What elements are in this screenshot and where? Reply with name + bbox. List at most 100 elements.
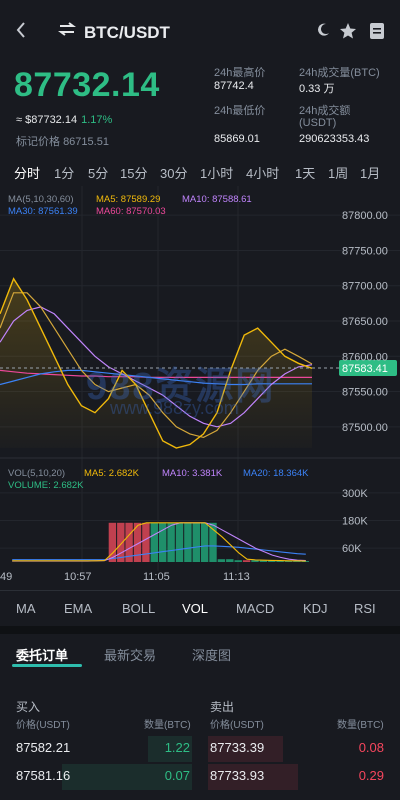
price-axis-label: 87700.00 bbox=[342, 281, 388, 293]
ma10-legend: MA10: 87588.61 bbox=[182, 194, 252, 205]
volume-axis-label: 300K bbox=[342, 488, 368, 500]
trading-pair-title[interactable]: BTC/USDT bbox=[84, 23, 170, 42]
ma60-legend: MA60: 87570.03 bbox=[96, 206, 166, 217]
moon-icon[interactable] bbox=[312, 22, 334, 44]
price-axis-label: 87800.00 bbox=[342, 210, 388, 222]
timeframe-4[interactable]: 30分 bbox=[160, 166, 188, 181]
timeframe-8[interactable]: 1周 bbox=[328, 166, 349, 181]
approx-usd: ≈ $87732.14 bbox=[16, 114, 78, 126]
price-line bbox=[0, 277, 313, 449]
buy-qty-header: 数量(BTC) bbox=[144, 720, 191, 731]
time-axis-label: 49 bbox=[0, 571, 12, 583]
volume-bar bbox=[125, 522, 133, 562]
volume-bar bbox=[268, 560, 276, 562]
volume-bar bbox=[117, 522, 125, 562]
volume-24h-value: 0.33 万 bbox=[299, 83, 335, 95]
timeframe-9[interactable]: 1月 bbox=[360, 166, 381, 181]
buy-price-header: 价格(USDT) bbox=[16, 720, 70, 731]
volume-bar bbox=[251, 560, 259, 562]
bid-price[interactable]: 87581.16 bbox=[16, 768, 71, 783]
buy-title: 买入 bbox=[16, 700, 41, 714]
timeframe-7[interactable]: 1天 bbox=[295, 166, 316, 181]
ma10-line bbox=[0, 306, 313, 428]
bid-qty[interactable]: 1.22 bbox=[164, 740, 190, 755]
kline-chart[interactable]: 87583.41 87800.00 87750.00 87700.00 87650.0… bbox=[0, 186, 400, 586]
ask-depth-bar bbox=[208, 764, 298, 790]
volume-bar bbox=[159, 522, 167, 562]
volume-bar bbox=[133, 522, 142, 562]
volume-bar bbox=[150, 522, 158, 562]
ask-price[interactable]: 87733.93 bbox=[210, 768, 265, 783]
volume-axis-label: 180K bbox=[342, 516, 368, 528]
vol-ma5-line bbox=[12, 522, 306, 562]
ma-legend-title: MA(5,10,30,60) bbox=[8, 194, 74, 205]
ma30-legend: MA30: 87561.39 bbox=[8, 206, 78, 217]
timeframe-2[interactable]: 5分 bbox=[88, 166, 109, 181]
mark-price: 标记价格 86715.51 bbox=[16, 133, 109, 149]
ma60-line bbox=[0, 369, 312, 378]
mark-price-value: 86715.51 bbox=[63, 136, 109, 148]
back-chevron-icon[interactable] bbox=[14, 20, 34, 44]
ma5-legend: MA5: 87589.29 bbox=[96, 194, 161, 205]
time-axis-label: 11:05 bbox=[143, 571, 170, 583]
bid-qty[interactable]: 0.07 bbox=[164, 768, 190, 783]
time-axis-label: 10:57 bbox=[64, 571, 92, 583]
low-24h-label: 24h最低价 bbox=[214, 105, 266, 117]
star-icon[interactable] bbox=[337, 22, 359, 44]
ask-qty[interactable]: 0.08 bbox=[358, 740, 384, 755]
volume-bar bbox=[175, 522, 184, 562]
ask-qty[interactable]: 0.29 bbox=[358, 768, 384, 783]
tab-2[interactable]: 深度图 bbox=[192, 648, 232, 663]
volume-bar bbox=[242, 560, 251, 562]
last-price: 87732.14 bbox=[14, 66, 160, 104]
mark-price-label: 标记价格 bbox=[16, 136, 60, 148]
price-axis-label: 87650.00 bbox=[342, 316, 388, 328]
sell-qty-header: 数量(BTC) bbox=[337, 720, 384, 731]
volume-bar bbox=[234, 560, 242, 562]
top-header: BTC/USDT bbox=[0, 0, 400, 62]
sell-price-header: 价格(USDT) bbox=[210, 720, 264, 731]
high-24h-value: 87742.4 bbox=[214, 80, 254, 92]
volume-bar bbox=[293, 561, 301, 562]
indicator-vol[interactable]: VOL bbox=[182, 601, 209, 616]
section-divider bbox=[0, 626, 400, 634]
timeframe-3[interactable]: 15分 bbox=[120, 166, 148, 181]
volume-bar bbox=[226, 559, 234, 562]
indicator-ma[interactable]: MA bbox=[16, 601, 36, 616]
indicator-kdj[interactable]: KDJ bbox=[303, 601, 328, 616]
price-axis-label: 87600.00 bbox=[342, 351, 388, 363]
price-change-percent: 1.17% bbox=[81, 114, 113, 126]
timeframe-0[interactable]: 分时 bbox=[14, 166, 41, 181]
indicator-macd[interactable]: MACD bbox=[236, 601, 275, 616]
timeframe-5[interactable]: 1小时 bbox=[200, 166, 234, 181]
price-axis-label: 87550.00 bbox=[342, 387, 388, 399]
tab-1[interactable]: 最新交易 bbox=[104, 648, 157, 663]
ask-price[interactable]: 87733.39 bbox=[210, 740, 265, 755]
price-area bbox=[0, 278, 312, 448]
volume-bar bbox=[284, 560, 293, 562]
timeframe-1[interactable]: 1分 bbox=[54, 166, 75, 181]
indicator-rsi[interactable]: RSI bbox=[354, 601, 376, 616]
bid-price[interactable]: 87582.21 bbox=[16, 740, 71, 755]
volume-axis-label: 60K bbox=[342, 543, 362, 555]
tab-0[interactable]: 委托订单 bbox=[16, 648, 69, 663]
approx-price: ≈ $87732.14 1.17% bbox=[16, 114, 112, 126]
volume-bar bbox=[276, 560, 284, 562]
vol-ma5-legend: MA5: 2.682K bbox=[84, 468, 139, 479]
amount-24h-label: 24h成交额 bbox=[299, 105, 351, 117]
document-icon[interactable] bbox=[366, 22, 388, 44]
volume-bar bbox=[142, 522, 150, 562]
vol-legend-title: VOL(5,10,20) bbox=[8, 468, 66, 479]
current-price-tag: 87583.41 bbox=[342, 363, 388, 375]
vol-ma10-legend: MA10: 3.381K bbox=[162, 468, 223, 479]
indicator-ema[interactable]: EMA bbox=[64, 601, 93, 616]
vol-ma20-legend: MA20: 18.364K bbox=[243, 468, 309, 479]
timeframe-6[interactable]: 4小时 bbox=[246, 166, 280, 181]
current-price-tag-bg bbox=[339, 359, 397, 376]
indicator-boll[interactable]: BOLL bbox=[122, 601, 156, 616]
timeframe-selector: 分时 1分 5分 15分 30分 1小时 4小时 1天 1周 1月 bbox=[0, 158, 400, 186]
volume-bar bbox=[192, 522, 200, 562]
high-24h-label: 24h最高价 bbox=[214, 67, 266, 79]
swap-arrows-icon[interactable] bbox=[58, 20, 76, 41]
indicator-selector: MA EMA BOLL VOL MACD KDJ RSI bbox=[0, 590, 400, 626]
